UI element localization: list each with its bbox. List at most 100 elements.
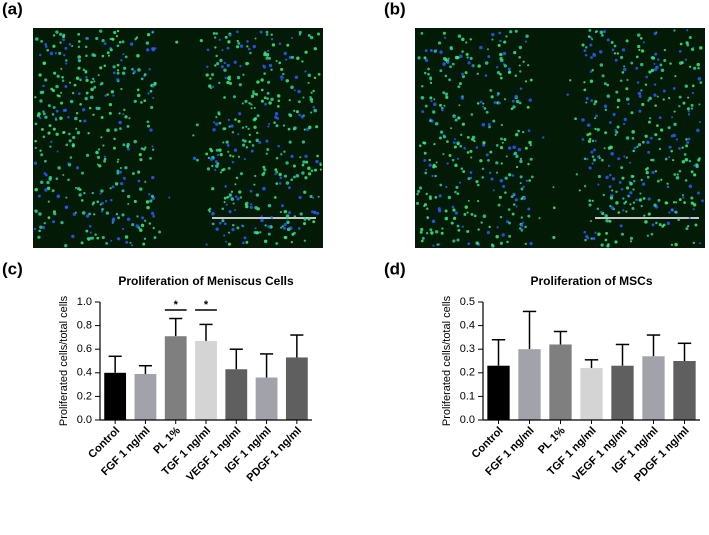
cell: [35, 37, 39, 41]
cell: [158, 230, 162, 234]
cell: [315, 125, 319, 129]
cell: [223, 96, 226, 99]
cell: [499, 146, 504, 150]
cell: [469, 149, 473, 153]
cell: [69, 156, 73, 159]
cell: [444, 36, 447, 39]
cell: [309, 35, 314, 40]
cell: [101, 39, 105, 43]
cell: [597, 183, 600, 186]
cell: [47, 131, 51, 135]
cell: [485, 110, 489, 114]
cell: [228, 193, 232, 197]
cell: [309, 96, 312, 99]
cell: [256, 114, 260, 118]
cell: [625, 39, 629, 43]
cell: [424, 58, 429, 62]
cell: [585, 96, 589, 100]
cell: [227, 118, 231, 122]
cell: [522, 185, 525, 188]
cell: [520, 216, 524, 219]
cell: [499, 56, 503, 61]
cell: [591, 139, 595, 143]
cell: [435, 161, 438, 164]
cell: [126, 194, 131, 199]
cell: [264, 224, 267, 227]
cell: [270, 215, 274, 219]
cell: [428, 163, 432, 167]
cell: [78, 92, 81, 95]
cell: [528, 179, 532, 182]
cell: [701, 199, 704, 203]
cell: [120, 181, 124, 186]
cell: [241, 102, 244, 105]
cell: [666, 182, 669, 185]
cell: [620, 232, 625, 236]
cell: [293, 175, 296, 179]
cell: [221, 207, 225, 211]
cell: [254, 92, 258, 96]
cell: [307, 73, 312, 77]
cell: [654, 133, 658, 137]
cell: [42, 135, 46, 139]
cell: [245, 204, 249, 209]
cell: [450, 127, 453, 130]
cell: [85, 54, 88, 58]
cell: [263, 239, 268, 244]
cell: [449, 65, 452, 69]
cell: [135, 36, 139, 39]
cell: [304, 70, 307, 73]
cell: [151, 148, 155, 151]
cell: [682, 101, 686, 105]
cell: [455, 185, 459, 189]
cell: [590, 237, 593, 240]
cell: [219, 58, 223, 63]
cell: [60, 220, 64, 225]
cell: [244, 99, 248, 103]
cell: [500, 123, 503, 127]
cell: [447, 57, 450, 60]
cell: [629, 240, 633, 243]
cell: [438, 194, 442, 198]
cell: [501, 233, 505, 237]
cell: [470, 113, 474, 116]
cell: [442, 135, 447, 139]
cell: [110, 198, 113, 202]
cell: [143, 219, 147, 222]
cell: [60, 101, 64, 105]
cell: [429, 76, 433, 80]
cell: [225, 140, 229, 144]
cell: [615, 130, 619, 134]
bar: [549, 344, 572, 420]
cell: [72, 135, 76, 140]
cell: [121, 213, 125, 217]
cell: [500, 162, 503, 165]
cell: [301, 163, 305, 167]
cell: [693, 173, 697, 177]
cell: [168, 196, 171, 199]
cell: [235, 176, 239, 180]
cell: [65, 143, 69, 147]
cell: [600, 158, 604, 162]
cell: [461, 50, 464, 53]
cell: [227, 167, 231, 170]
cell: [143, 73, 147, 76]
cell: [245, 125, 248, 128]
cell: [672, 201, 676, 204]
cell: [52, 127, 56, 131]
cell: [444, 58, 448, 62]
cell: [266, 148, 270, 151]
cell: [441, 227, 444, 230]
cell: [662, 89, 666, 93]
cell: [684, 179, 688, 182]
cell: [463, 212, 467, 216]
cell: [85, 78, 89, 82]
cell: [285, 181, 290, 185]
cell: [581, 138, 585, 141]
cell: [279, 210, 282, 214]
cell: [302, 96, 305, 99]
cell: [101, 54, 105, 58]
cell: [552, 206, 556, 210]
cell: [625, 97, 630, 101]
cell: [151, 46, 155, 50]
